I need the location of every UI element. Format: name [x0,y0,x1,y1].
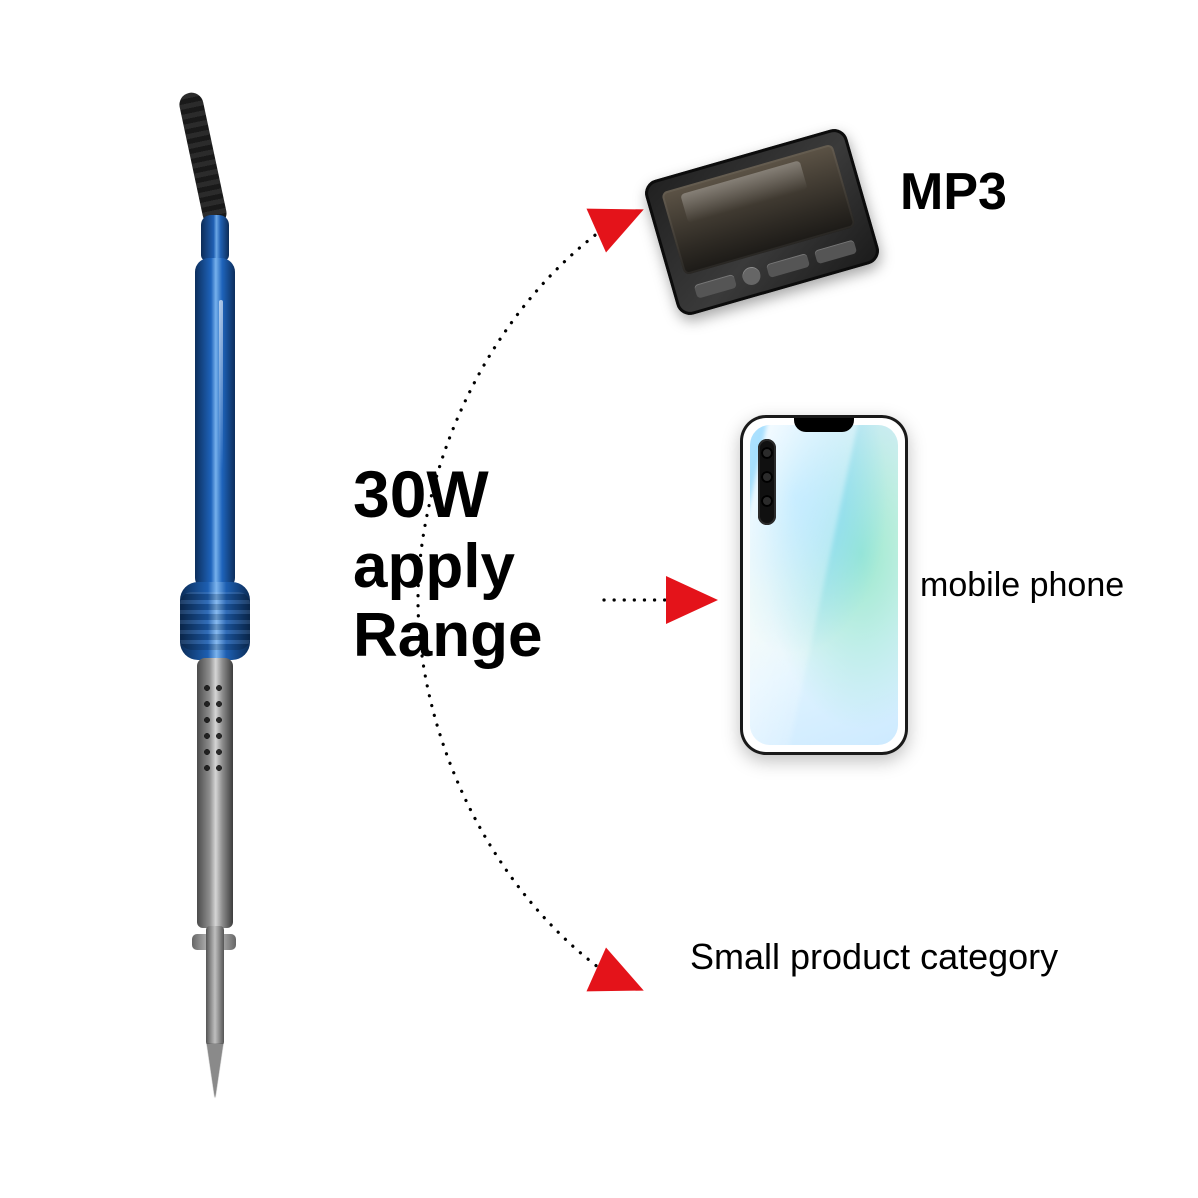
arrow-middle [666,576,718,624]
mp3-label: MP3 [900,162,1007,222]
soldering-iron [172,110,262,1110]
mp3-button [814,239,858,264]
arrow-top [586,187,653,252]
iron-tip [207,1044,223,1098]
phone-camera-strip [758,439,776,525]
iron-barrel-vents [201,680,229,830]
phone-notch [794,418,854,432]
title-line-1: 30W [353,458,542,532]
title-line-2: apply [353,532,542,601]
mp3-button [766,253,810,278]
arrow-bottom [586,947,653,1012]
iron-shaft [206,926,224,1046]
mp3-button-round [741,265,763,287]
mobile-phone [740,415,908,755]
title-line-3: Range [353,601,542,670]
infographic-stage: { "type": "infographic", "canvas": { "wi… [0,0,1198,1198]
iron-barrel [197,658,233,928]
mp3-button [694,274,738,299]
title-block: 30W apply Range [353,458,542,671]
iron-collar [180,582,250,660]
iron-cord [177,90,229,227]
phone-label: mobile phone [920,566,1124,605]
category-label: Small product category [690,936,1058,978]
iron-strain-relief [201,215,229,261]
mp3-device [642,126,882,318]
iron-handle [195,258,235,588]
